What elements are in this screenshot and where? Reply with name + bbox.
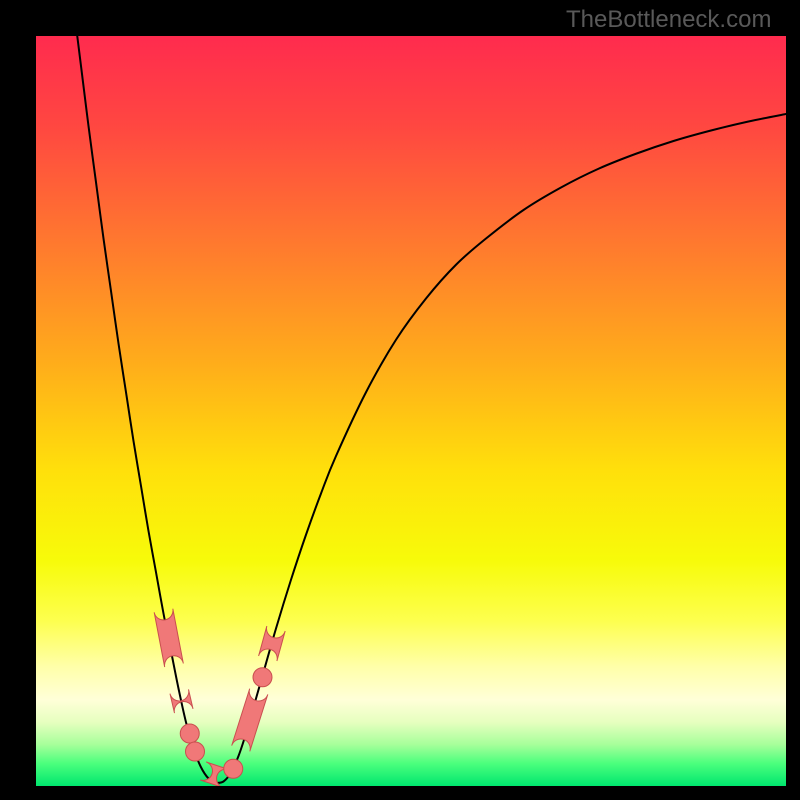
marker-dot <box>224 759 243 778</box>
curve-right <box>216 114 786 783</box>
marker-pill <box>170 689 193 713</box>
chart-overlay <box>36 36 786 786</box>
marker-dot <box>253 668 272 687</box>
plot-area <box>36 36 786 786</box>
marker-pill <box>154 609 183 667</box>
marker-dot <box>186 742 205 761</box>
marker-dot <box>180 724 199 743</box>
marker-pill <box>232 689 268 752</box>
curve-left <box>77 36 216 783</box>
watermark-text: TheBottleneck.com <box>566 6 771 34</box>
marker-pill <box>259 626 286 661</box>
